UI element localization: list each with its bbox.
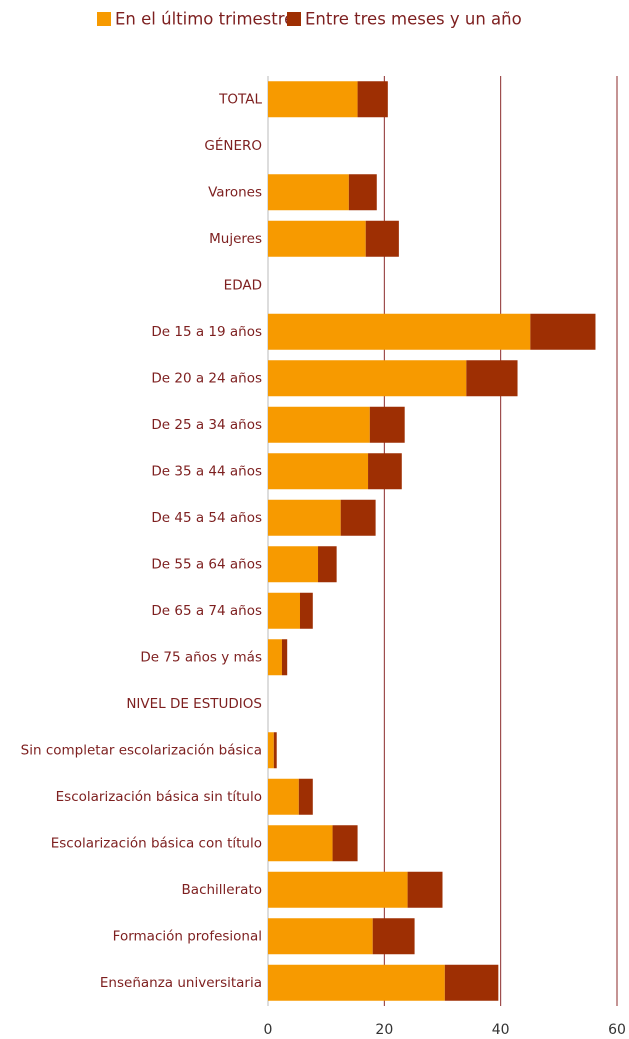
bar <box>273 732 277 769</box>
bar <box>369 406 405 443</box>
bar <box>268 592 300 629</box>
bar <box>530 313 596 350</box>
category-label: Mujeres <box>209 231 262 247</box>
bar <box>268 360 467 397</box>
bar <box>268 825 333 862</box>
category-label: GÉNERO <box>204 137 262 154</box>
bar <box>365 220 399 257</box>
x-tick-label: 0 <box>264 1022 273 1038</box>
x-tick-label: 60 <box>608 1022 626 1038</box>
bar <box>332 825 358 862</box>
category-label: Bachillerato <box>182 882 262 898</box>
category-label: De 45 a 54 años <box>151 510 262 526</box>
bar <box>281 639 288 676</box>
bar <box>298 778 313 815</box>
category-label: TOTAL <box>218 91 262 107</box>
bar <box>466 360 518 397</box>
bar <box>268 406 370 443</box>
category-label: De 75 años y más <box>140 649 262 665</box>
category-label: Escolarización básica con título <box>51 835 262 851</box>
category-label: Escolarización básica sin título <box>56 789 262 805</box>
bar <box>268 778 299 815</box>
bar <box>268 220 366 257</box>
category-label: De 55 a 64 años <box>151 556 262 572</box>
bar <box>407 871 443 908</box>
bar <box>444 964 499 1001</box>
bar <box>268 871 408 908</box>
bar <box>368 453 402 490</box>
category-label: Formación profesional <box>113 928 262 944</box>
category-label: De 35 a 44 años <box>151 463 262 479</box>
x-tick-label: 20 <box>375 1022 393 1038</box>
bar <box>268 313 531 350</box>
category-label: EDAD <box>224 277 262 293</box>
bar <box>268 453 369 490</box>
bar <box>372 918 415 955</box>
bar <box>340 499 376 536</box>
legend-label: En el último trimestre <box>115 10 294 29</box>
bar <box>268 499 341 536</box>
category-label: De 25 a 34 años <box>151 417 262 433</box>
legend-label: Entre tres meses y un año <box>305 10 522 29</box>
bar <box>268 964 445 1001</box>
category-label: Varones <box>208 184 262 200</box>
category-label: Enseñanza universitaria <box>100 975 262 991</box>
bar <box>348 174 377 211</box>
bar <box>268 639 282 676</box>
legend-swatch <box>97 12 111 26</box>
bar <box>268 174 349 211</box>
category-label: Sin completar escolarización básica <box>21 742 262 758</box>
bar <box>268 918 373 955</box>
bar <box>357 81 388 118</box>
legend-swatch <box>287 12 301 26</box>
bar <box>318 546 337 583</box>
bar <box>299 592 313 629</box>
category-label: De 20 a 24 años <box>151 370 262 386</box>
bar <box>268 81 358 118</box>
x-tick-label: 40 <box>492 1022 510 1038</box>
bar <box>268 732 274 769</box>
category-label: NIVEL DE ESTUDIOS <box>126 696 262 712</box>
category-label: De 65 a 74 años <box>151 603 262 619</box>
category-label: De 15 a 19 años <box>151 324 262 340</box>
bar <box>268 546 319 583</box>
